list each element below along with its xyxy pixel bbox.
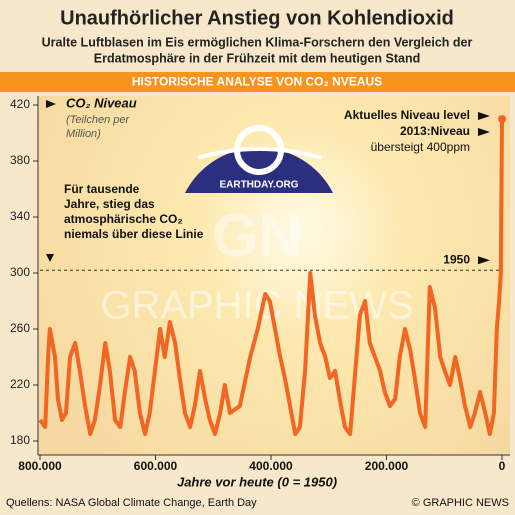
y-tick-label: 300 (10, 265, 30, 279)
arrow (478, 112, 490, 120)
logo-text: EARTHDAY.ORG (219, 180, 298, 191)
y-tick-label: 220 (10, 377, 30, 391)
y-tick-label: 340 (10, 209, 30, 223)
y-unit: Million) (66, 128, 101, 140)
x-tick-label: 800.000 (18, 459, 62, 473)
y-tick-label: 260 (10, 321, 30, 335)
current-note: Aktuelles Niveau level (344, 108, 470, 122)
subtitle: Uralte Luftblasen im Eis ermöglichen Kli… (42, 35, 473, 49)
x-tick-label: 200.000 (365, 459, 409, 473)
credit: © GRAPHIC NEWS (412, 497, 509, 509)
subtitle: Erdatmosphäre in der Frühzeit mit dem he… (94, 51, 420, 65)
data-line (38, 118, 504, 436)
banner-text: HISTORISCHE ANALYSE VON CO₂ NVEAUS (132, 75, 382, 89)
arrow (478, 256, 490, 265)
y-tick-label: 180 (10, 433, 30, 447)
arrow (478, 128, 490, 136)
y-unit: (Teilchen per (66, 114, 131, 126)
x-axis-label: Jahre vor heute (0 = 1950) (177, 474, 337, 489)
y-tick-label: 420 (10, 97, 30, 111)
watermark-mark: GN (212, 202, 302, 269)
annotation: Für tausende (64, 182, 140, 196)
y-axis-label: CO₂ Niveau (66, 95, 137, 110)
reference-label: 1950 (443, 252, 470, 266)
current-note: übersteigt 400ppm (371, 140, 470, 154)
chart-title: Unaufhörlicher Anstieg von Kohlendioxid (60, 7, 454, 29)
arrow (46, 100, 56, 108)
annotation: niemals über diese Linie (64, 227, 204, 241)
current-note: 2013:Niveau (400, 124, 470, 138)
arrow (46, 254, 54, 262)
x-tick-label: 0 (499, 459, 506, 473)
annotation: atmosphärische CO₂ (64, 212, 183, 226)
logo-swoosh (197, 147, 323, 160)
end-point (498, 115, 506, 123)
x-tick-label: 400.000 (249, 459, 293, 473)
y-tick-label: 380 (10, 153, 30, 167)
banner (0, 72, 515, 92)
x-tick-label: 600.000 (134, 459, 178, 473)
annotation: Jahre, stieg das (64, 197, 155, 211)
source: Quellens: NASA Global Climate Change, Ea… (6, 497, 257, 509)
